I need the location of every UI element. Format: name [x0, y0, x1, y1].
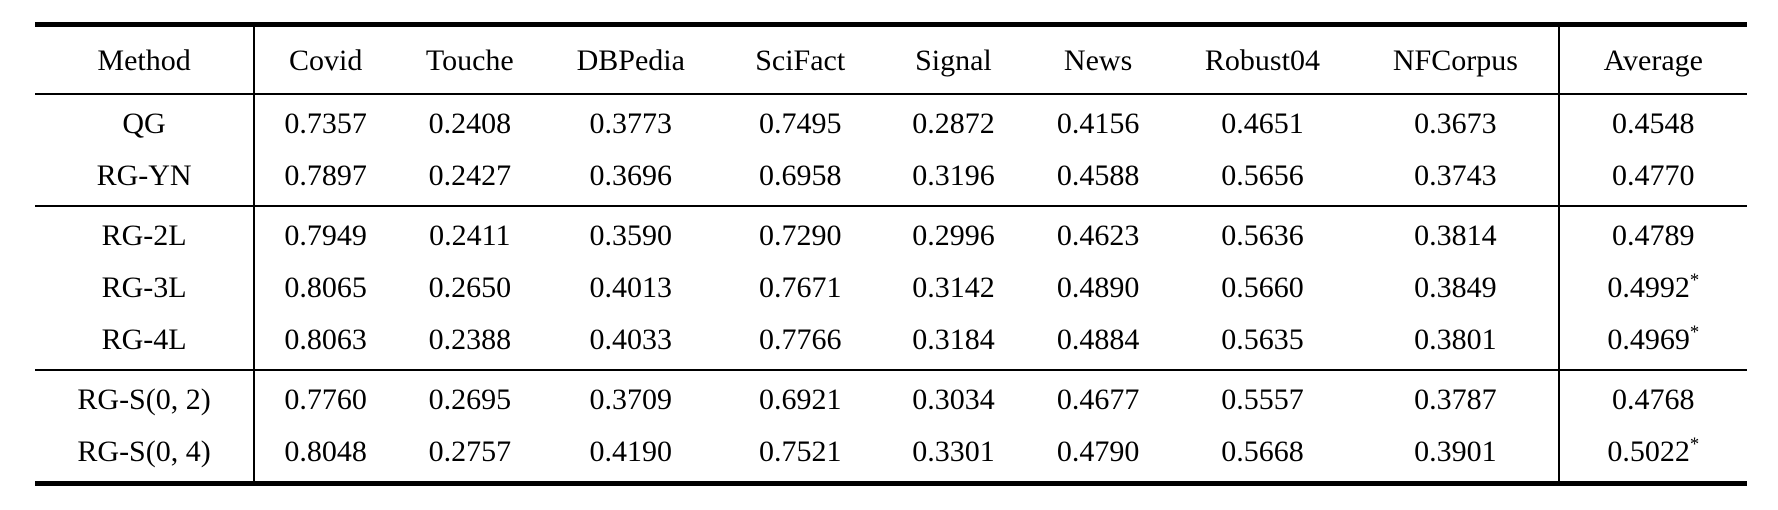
value-cell: 0.4190: [589, 435, 672, 468]
value-cell: 0.4013: [589, 271, 672, 304]
value-cell: 0.6921: [718, 369, 883, 426]
method-cell: RG-2L: [35, 205, 256, 262]
significance-asterisk: *: [1689, 434, 1700, 455]
value-cell: 0.3301: [912, 435, 995, 468]
method-cell: RG-S(0, 2): [35, 369, 256, 426]
method-group-2: RG-2L 0.7949 0.2411 0.3590 0.7290 0.2996 0.462…: [35, 205, 1747, 370]
column-header-signal: Signal: [882, 24, 1025, 95]
value-cell: 0.3709: [543, 369, 719, 426]
value-cell: 0.7949: [254, 205, 397, 262]
value-cell: 0.2650: [428, 271, 512, 304]
value-cell: 0.4789: [1557, 205, 1747, 262]
table-row-rg-3l: RG-3L 0.8065 0.2650 0.4013 0.7671 0.3142 0.489…: [35, 262, 1747, 314]
value-cell: 0.3901: [1414, 435, 1497, 468]
value-cell: 0.4992*: [1557, 262, 1747, 314]
value-cell: 0.3743: [1414, 159, 1497, 192]
value-cell: 0.3814: [1353, 205, 1559, 262]
value-cell: 0.8063: [284, 323, 367, 356]
value-cell: 0.4156: [1056, 107, 1140, 140]
value-cell: 0.5636: [1171, 205, 1354, 262]
column-header-robust04: Robust04: [1171, 24, 1354, 95]
significance-asterisk: *: [1689, 270, 1700, 291]
table-row-rg-s-0-2: RG-S(0, 2) 0.7760 0.2695 0.3709 0.6921 0.3034…: [35, 369, 1747, 426]
value-cell: 0.3142: [912, 271, 995, 304]
value-cell: 0.2388: [428, 323, 512, 356]
value-cell: 0.2411: [396, 205, 544, 262]
value-cell: 0.5656: [1221, 159, 1304, 192]
value-cell: 0.7766: [758, 323, 842, 356]
value-cell: 0.3801: [1414, 323, 1497, 356]
value-cell: 0.2757: [428, 435, 512, 468]
value-cell: 0.7897: [284, 159, 367, 192]
column-header-average: Average: [1557, 24, 1747, 95]
results-table-figure: Method Covid Touche DBPedia SciFact Signal New…: [35, 22, 1747, 486]
value-cell: 0.3673: [1414, 107, 1497, 140]
value-cell: 0.4768: [1557, 369, 1747, 426]
value-cell: 0.7495: [758, 107, 842, 140]
value-cell: 0.4890: [1056, 271, 1140, 304]
value-cell: 0.7290: [718, 205, 883, 262]
value-cell: 0.3696: [589, 159, 672, 192]
value-cell: 0.3196: [912, 159, 995, 192]
method-group-3: RG-S(0, 2) 0.7760 0.2695 0.3709 0.6921 0.3034…: [35, 369, 1747, 484]
value-cell: 0.7671: [758, 271, 842, 304]
column-header-covid: Covid: [254, 24, 397, 95]
header-row: Method Covid Touche DBPedia SciFact Signal New…: [35, 24, 1747, 95]
value-cell: 0.3034: [882, 369, 1025, 426]
value-cell: 0.3590: [543, 205, 719, 262]
value-cell: 0.3787: [1353, 369, 1559, 426]
value-cell: 0.4790: [1056, 435, 1140, 468]
value-cell: 0.7357: [284, 107, 367, 140]
value-cell: 0.3184: [912, 323, 995, 356]
significance-asterisk: *: [1689, 322, 1700, 343]
method-cell: RG-4L: [35, 314, 256, 370]
value-cell: 0.4623: [1024, 205, 1172, 262]
value-cell: 0.2695: [396, 369, 544, 426]
value-cell: 0.4588: [1056, 159, 1140, 192]
method-cell: RG-YN: [35, 150, 256, 206]
column-header-news: News: [1024, 24, 1172, 95]
value-cell: 0.2872: [912, 107, 995, 140]
value-cell: 0.5635: [1221, 323, 1304, 356]
value-cell: 0.8048: [284, 435, 367, 468]
value-cell: 0.6958: [758, 159, 842, 192]
value-cell: 0.4770: [1557, 150, 1747, 206]
value-cell: 0.2427: [428, 159, 512, 192]
value-cell: 0.7521: [758, 435, 842, 468]
value-cell: 0.4033: [589, 323, 672, 356]
table-row-rg-s-0-4: RG-S(0, 4) 0.8048 0.2757 0.4190 0.7521 0.3301…: [35, 426, 1747, 484]
value-cell: 0.5022*: [1557, 426, 1747, 484]
table-row-rg-yn: RG-YN 0.7897 0.2427 0.3696 0.6958 0.3196 0.458…: [35, 150, 1747, 206]
value-cell: 0.5668: [1221, 435, 1304, 468]
column-header-method: Method: [35, 24, 256, 95]
table-row-rg-4l: RG-4L 0.8063 0.2388 0.4033 0.7766 0.3184 0.488…: [35, 314, 1747, 370]
table-row-rg-2l: RG-2L 0.7949 0.2411 0.3590 0.7290 0.2996 0.462…: [35, 205, 1747, 262]
value-cell: 0.4677: [1024, 369, 1172, 426]
value-cell: 0.7760: [254, 369, 397, 426]
value-cell: 0.3773: [589, 107, 672, 140]
value-cell: 0.4651: [1221, 107, 1304, 140]
value-cell: 0.5660: [1221, 271, 1304, 304]
column-header-touche: Touche: [396, 24, 544, 95]
column-header-nfcorpus: NFCorpus: [1353, 24, 1559, 95]
value-cell: 0.4884: [1056, 323, 1140, 356]
method-cell: RG-3L: [35, 262, 256, 314]
results-table: Method Covid Touche DBPedia SciFact Signal New…: [35, 22, 1747, 486]
column-header-scifact: SciFact: [718, 24, 883, 95]
table-row-qg: QG 0.7357 0.2408 0.3773 0.7495 0.2872 0.4156 0.…: [35, 94, 1747, 150]
method-cell: RG-S(0, 4): [35, 426, 256, 484]
value-cell: 0.8065: [284, 271, 367, 304]
column-header-dbpedia: DBPedia: [543, 24, 719, 95]
value-cell: 0.5557: [1171, 369, 1354, 426]
value-cell: 0.4969*: [1557, 314, 1747, 370]
method-cell: QG: [35, 94, 256, 150]
value-cell: 0.2996: [882, 205, 1025, 262]
method-group-1: QG 0.7357 0.2408 0.3773 0.7495 0.2872 0.4156 0.…: [35, 94, 1747, 206]
value-cell: 0.3849: [1414, 271, 1497, 304]
value-cell: 0.2408: [428, 107, 512, 140]
value-cell: 0.4548: [1557, 94, 1747, 150]
